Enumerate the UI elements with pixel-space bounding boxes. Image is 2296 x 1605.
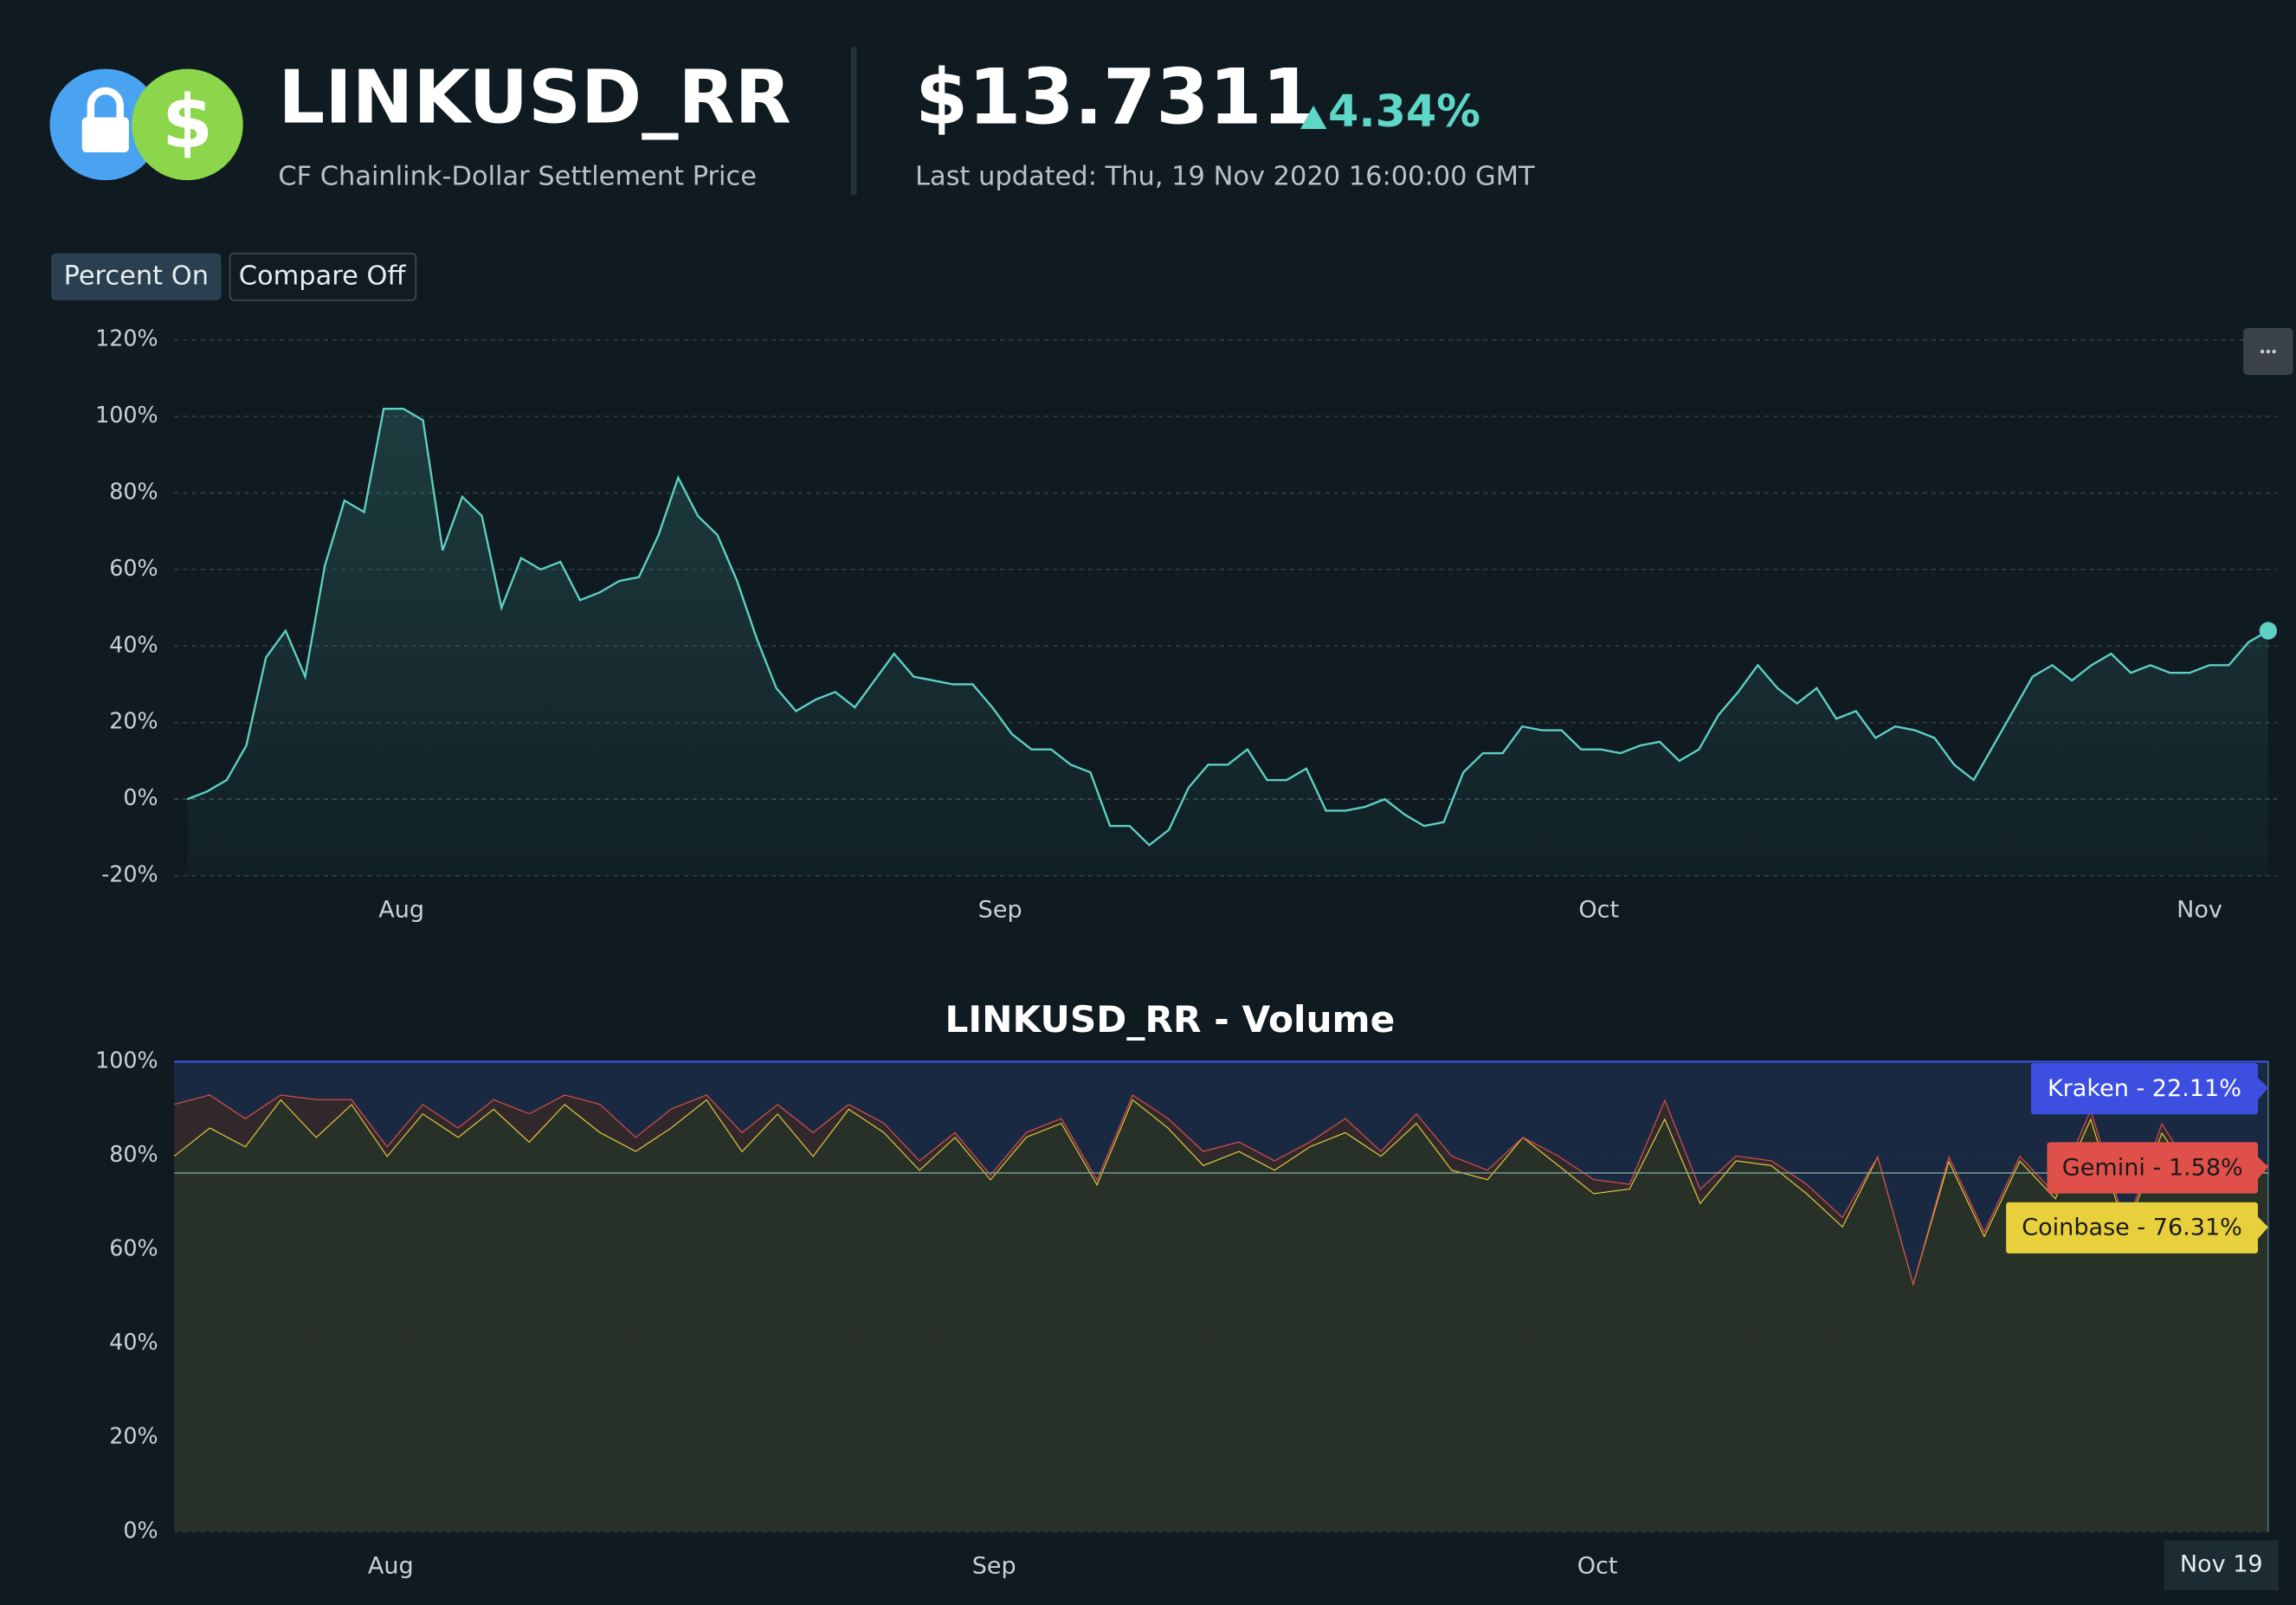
legend-box	[2047, 1142, 2259, 1194]
legend-label: Gemini - 1.58%	[2062, 1154, 2243, 1181]
dollar-symbol: $	[162, 80, 213, 164]
y-tick-label: 40%	[109, 1329, 158, 1355]
y-tick-label: 0%	[123, 1517, 158, 1543]
legend-label: Coinbase - 76.31%	[2022, 1215, 2242, 1241]
menu-dot	[2266, 349, 2271, 354]
dollar-icon	[132, 68, 243, 181]
legend-box	[2006, 1202, 2259, 1254]
legend-box	[2030, 1063, 2259, 1115]
cursor-box	[2164, 1540, 2279, 1590]
y-tick-label: 100%	[95, 402, 158, 428]
x-tick-label: Sep	[978, 897, 1022, 924]
y-tick-label: 80%	[109, 1141, 158, 1167]
up-triangle	[1300, 105, 1327, 129]
price-line	[187, 407, 2269, 847]
last-updated: Last updated: Thu, 19 Nov 2020 16:00:00 …	[915, 161, 1535, 191]
lock-shackle	[87, 87, 124, 118]
y-tick-label: 0%	[123, 784, 158, 810]
lock-body	[81, 117, 129, 153]
symbol-title: LINKUSD_RR	[278, 55, 790, 139]
y-tick-label: 100%	[95, 1047, 158, 1073]
area-fill	[174, 1061, 2268, 1283]
cursor-label: Nov 19	[2180, 1551, 2263, 1578]
x-tick-label: Aug	[378, 897, 424, 924]
price-change: 4.34%	[1328, 86, 1480, 137]
compare-button[interactable]	[229, 252, 417, 301]
percent-button[interactable]	[51, 253, 222, 300]
volume-title: LINKUSD_RR - Volume	[945, 998, 1395, 1041]
price: $13.7311	[915, 52, 1315, 141]
legend-pointer	[2258, 1157, 2268, 1179]
menu-dot	[2260, 349, 2265, 354]
x-tick-label: Oct	[1577, 1552, 1618, 1579]
percent-button-label[interactable]: Percent On	[64, 261, 209, 291]
y-tick-label: 20%	[109, 708, 158, 734]
symbol-subtitle: CF Chainlink-Dollar Settlement Price	[278, 161, 757, 191]
area-fill	[187, 409, 2268, 876]
menu-dot	[2272, 349, 2276, 354]
x-tick-label: Aug	[368, 1552, 414, 1579]
y-tick-label: 20%	[109, 1423, 158, 1449]
y-tick-label: 120%	[95, 326, 158, 351]
legend-label: Kraken - 22.11%	[2048, 1075, 2241, 1102]
area-fill	[174, 1099, 2268, 1532]
y-tick-label: 60%	[109, 555, 158, 581]
y-tick-label: -20%	[101, 861, 158, 887]
y-tick-label: 80%	[109, 478, 158, 504]
last-point	[2259, 622, 2278, 640]
y-tick-label: 40%	[109, 631, 158, 657]
x-tick-label: Nov	[2177, 897, 2222, 924]
compare-button-label[interactable]: Compare Off	[239, 261, 407, 291]
x-tick-label: Oct	[1578, 897, 1619, 924]
legend-pointer	[2258, 1077, 2268, 1100]
legend-pointer	[2258, 1216, 2268, 1240]
x-tick-label: Sep	[972, 1552, 1016, 1579]
y-tick-label: 60%	[109, 1235, 158, 1261]
